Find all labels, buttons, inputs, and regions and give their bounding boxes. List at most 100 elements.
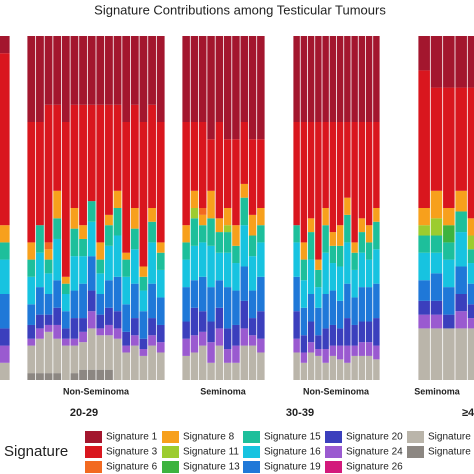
- bar-segment: [61, 345, 70, 380]
- bar-segment: [182, 225, 190, 243]
- bar-segment: [418, 225, 430, 236]
- bar-segment: [130, 104, 139, 208]
- bar-segment: [61, 122, 70, 277]
- bar-segment: [418, 235, 430, 253]
- bar-segment: [300, 36, 308, 122]
- bar-segment: [455, 87, 467, 191]
- bar-segment: [232, 290, 240, 325]
- bar-segment: [148, 283, 156, 319]
- bar-segment: [0, 53, 10, 226]
- bar-segment: [467, 263, 474, 284]
- bar-segment: [105, 104, 113, 215]
- bar-segment: [148, 318, 156, 336]
- bar-segment: [307, 342, 315, 353]
- bar-segment: [322, 208, 329, 226]
- bar-segment: [365, 287, 373, 322]
- bar-segment: [240, 197, 248, 226]
- bar-segment: [36, 252, 44, 288]
- bar-segment: [336, 328, 344, 346]
- bar-segment: [87, 221, 96, 257]
- bar-segment: [105, 335, 113, 370]
- bar-segment: [467, 235, 474, 250]
- bar-segment: [215, 122, 224, 219]
- bar-segment: [455, 294, 467, 312]
- bar-segment: [467, 87, 474, 219]
- bar-segment: [257, 225, 265, 243]
- bar-segment: [351, 355, 358, 380]
- bar-segment: [70, 373, 79, 380]
- bar-segment: [257, 242, 265, 277]
- bar-segment: [223, 349, 232, 363]
- bar-segment: [156, 36, 165, 122]
- bar-segment: [36, 225, 44, 253]
- bar-segment: [36, 314, 44, 329]
- bar-segment: [443, 287, 455, 315]
- bar-segment: [418, 328, 430, 380]
- bar-segment: [257, 208, 265, 226]
- bar-segment: [53, 324, 62, 339]
- bar-segment: [430, 328, 443, 380]
- legend-label: Signature 13: [183, 462, 240, 473]
- bar-segment: [315, 287, 322, 308]
- bar-segment: [344, 36, 351, 122]
- bar-segment: [70, 345, 79, 374]
- bar-segment: [182, 338, 190, 356]
- bar-segment: [293, 242, 300, 277]
- bar-segment: [96, 36, 105, 105]
- bar-segment: [113, 104, 122, 191]
- legend-swatch: [407, 431, 424, 443]
- bar-segment: [199, 345, 207, 380]
- bar-segment: [44, 36, 53, 105]
- bar-segment: [223, 362, 232, 380]
- legend-title: Signature: [4, 443, 68, 460]
- bar-segment: [96, 328, 105, 336]
- bar-segment: [156, 324, 165, 343]
- bar-segment: [113, 208, 122, 236]
- bar-segment: [122, 252, 131, 260]
- bar-segment: [36, 338, 44, 374]
- bar-segment: [307, 352, 315, 380]
- bar-segment: [358, 36, 366, 122]
- bar-segment: [0, 36, 10, 54]
- bar-segment: [105, 36, 113, 105]
- bar-segment: [365, 355, 373, 380]
- bar-segment: [156, 122, 165, 243]
- bar-segment: [96, 104, 105, 243]
- bar-segment: [365, 342, 373, 356]
- bar-segment: [358, 355, 366, 380]
- bar-segment: [190, 280, 199, 308]
- bar-segment: [300, 362, 308, 380]
- bar-segment: [223, 252, 232, 288]
- bar-segment: [190, 122, 199, 191]
- bar-segment: [27, 345, 36, 374]
- bar-segment: [44, 242, 53, 250]
- bar-segment: [70, 36, 79, 105]
- bar-segment: [365, 122, 373, 226]
- bar-segment: [467, 218, 474, 236]
- bar-segment: [130, 345, 139, 380]
- bar-segment: [315, 355, 322, 380]
- bar-segment: [315, 335, 322, 350]
- bar-segment: [300, 259, 308, 281]
- bar-segment: [182, 36, 190, 122]
- bar-segment: [307, 294, 315, 322]
- bar-segment: [61, 276, 70, 284]
- bar-segment: [199, 122, 207, 208]
- legend-swatch: [243, 446, 260, 458]
- bar-segment: [156, 269, 165, 298]
- age-group-label: ≥4: [462, 407, 474, 419]
- bar-segment: [199, 214, 207, 226]
- bar-segment: [315, 349, 322, 356]
- bar-segment: [455, 232, 467, 267]
- bar-segment: [79, 256, 87, 284]
- bar-segment: [215, 218, 224, 233]
- bar-segment: [329, 290, 337, 325]
- bar-segment: [44, 331, 53, 374]
- bar-segment: [293, 352, 300, 380]
- bar-segment: [130, 318, 139, 336]
- bar-segment: [257, 338, 265, 353]
- bar-segment: [148, 36, 156, 105]
- bar-segment: [61, 311, 70, 329]
- legend-swatch: [162, 431, 179, 443]
- bar-segment: [336, 122, 344, 226]
